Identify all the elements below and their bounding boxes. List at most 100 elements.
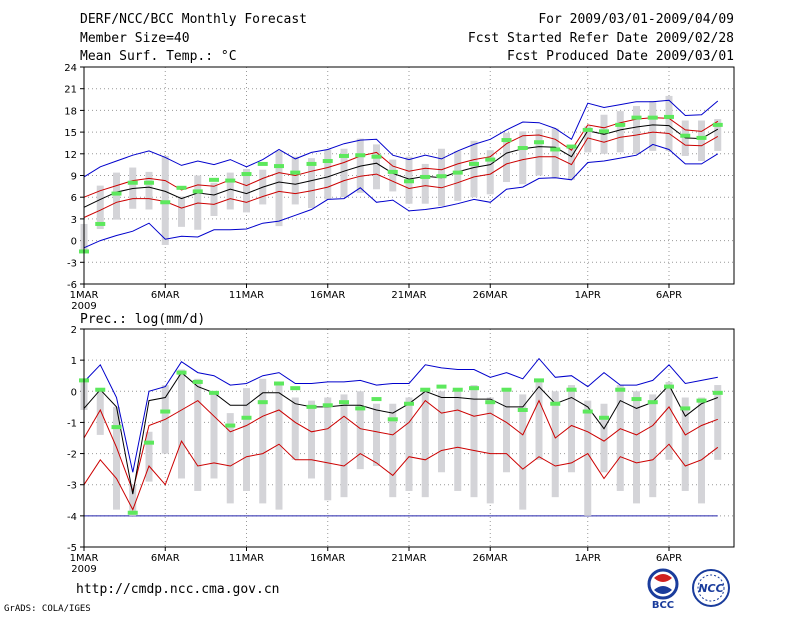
temp-spread-bar: [210, 182, 218, 217]
temp-ensemble-max-line: [83, 99, 719, 178]
temp-spread-bar: [178, 196, 185, 227]
temp-observed-marker: [534, 140, 544, 145]
prec-spread-bar: [681, 397, 689, 491]
prec-spread-bar: [454, 388, 462, 491]
temp-spread-bar: [714, 119, 722, 151]
temp-observed-marker: [339, 153, 349, 158]
temp-spread-bar: [486, 150, 494, 195]
prec-spread-bar: [421, 391, 429, 498]
temp-observed-marker: [566, 144, 577, 149]
prec-observed-marker: [111, 425, 122, 430]
prec-spread-bar: [145, 431, 153, 482]
temp-x-tick-label: 26MAR: [473, 290, 508, 301]
temp-y-tick-label: 3: [71, 215, 77, 226]
prec-observed-marker: [225, 423, 236, 428]
prec-observed-marker: [144, 440, 154, 445]
prec-observed-marker: [647, 400, 658, 405]
prec-spread-bar: [356, 391, 364, 470]
prec-spread-bar: [600, 403, 608, 473]
temp-spread-bar: [96, 185, 104, 230]
ncc-logo-text: NCC: [698, 582, 723, 595]
prec-observed-marker: [517, 407, 528, 412]
temp-ensemble-min-line: [83, 143, 719, 249]
prec-spread-bar: [649, 394, 657, 498]
temp-observed-marker: [452, 170, 463, 175]
forecast-start-label: Fcst Started Refer Date 2009/02/28: [467, 31, 734, 46]
prec-observed-marker: [404, 401, 414, 406]
prec-spread-bar: [259, 378, 267, 504]
prec-y-tick-label: 1: [71, 356, 77, 367]
chart-title: DERF/NCC/BCC Monthly Forecast: [80, 12, 307, 27]
prec-observed-marker: [712, 390, 723, 395]
prec-observed-marker: [192, 379, 203, 384]
prec-x-tick-year: 2009: [71, 564, 96, 575]
prec-observed-marker: [290, 386, 301, 391]
prec-observed-marker: [127, 510, 138, 515]
prec-ensemble-mean-line: [83, 371, 718, 495]
prec-y-tick-label: -1: [67, 418, 77, 429]
temp-observed-marker: [192, 189, 203, 194]
temp-y-tick-label: 6: [71, 193, 77, 204]
prec-observed-marker: [550, 401, 561, 406]
prec-x-tick-label: 6APR: [656, 553, 682, 564]
prec-spread-bar: [535, 381, 543, 460]
temp-observed-marker: [664, 114, 674, 119]
prec-observed-marker: [420, 387, 431, 392]
temp-observed-marker: [176, 185, 187, 190]
temp-observed-marker: [322, 159, 333, 164]
temp-y-tick-label: 18: [64, 106, 77, 117]
prec-spread-bar: [373, 403, 380, 467]
temp-y-tick-label: 15: [64, 128, 77, 139]
forecast-produced-label: Fcst Produced Date 2009/03/01: [507, 49, 734, 64]
prec-y-tick-label: 0: [71, 387, 77, 398]
temp-observed-marker: [290, 170, 301, 175]
prec-x-tick-label: 16MAR: [310, 553, 345, 564]
prec-observed-marker: [485, 400, 496, 405]
prec-spread-bar: [551, 391, 559, 498]
prec-observed-marker: [680, 406, 691, 411]
prec-y-tick-label: -5: [67, 543, 77, 554]
prec-spread-bar: [503, 388, 510, 473]
prec-upper-percentile-line: [83, 399, 718, 493]
temp-observed-marker: [387, 169, 398, 174]
prec-spread-bar: [714, 385, 722, 460]
prec-x-tick-label: 11MAR: [229, 553, 264, 564]
source-url[interactable]: http://cmdp.ncc.cma.gov.cn: [76, 582, 280, 597]
temp-y-tick-label: 21: [64, 85, 77, 96]
prec-observed-marker: [209, 390, 219, 395]
temp-x-tick-label: 1APR: [575, 290, 601, 301]
prec-observed-marker: [339, 400, 349, 405]
prec-observed-marker: [322, 403, 333, 408]
temp-observed-marker: [712, 122, 723, 127]
prec-observed-marker: [274, 381, 284, 386]
prec-spread-bar: [438, 391, 445, 473]
temp-x-tick-label: 6MAR: [151, 290, 180, 301]
prec-spread-bar: [308, 400, 315, 479]
prec-spread-bar: [275, 381, 283, 510]
temp-observed-marker: [469, 161, 479, 166]
temp-spread-bar: [308, 158, 315, 209]
temp-observed-marker: [501, 138, 512, 143]
temp-y-tick-label: 9: [71, 172, 77, 183]
prec-spread-bar: [519, 394, 527, 510]
prec-observed-marker: [599, 415, 609, 420]
temp-spread-bar: [275, 150, 283, 227]
temp-spread-bar: [649, 100, 657, 151]
prec-spread-bar: [243, 388, 250, 491]
prec-observed-marker: [696, 398, 707, 403]
variable-label: Mean Surf. Temp.: °C: [80, 49, 237, 64]
temp-observed-marker: [517, 146, 528, 151]
prec-observed-marker: [664, 384, 674, 389]
prec-spread-bar: [194, 378, 202, 491]
temp-observed-marker: [550, 147, 561, 152]
prec-spread-bar: [129, 484, 137, 516]
bcc-logo: BCC: [647, 568, 679, 610]
temp-observed-marker: [371, 154, 382, 159]
prec-spread-bar: [665, 381, 673, 460]
temp-observed-marker: [306, 161, 317, 166]
forecast-period-label: For 2009/03/01-2009/04/09: [538, 12, 734, 27]
prec-observed-marker: [501, 387, 512, 392]
temp-spread-bar: [226, 172, 234, 210]
temp-observed-marker: [241, 172, 252, 177]
